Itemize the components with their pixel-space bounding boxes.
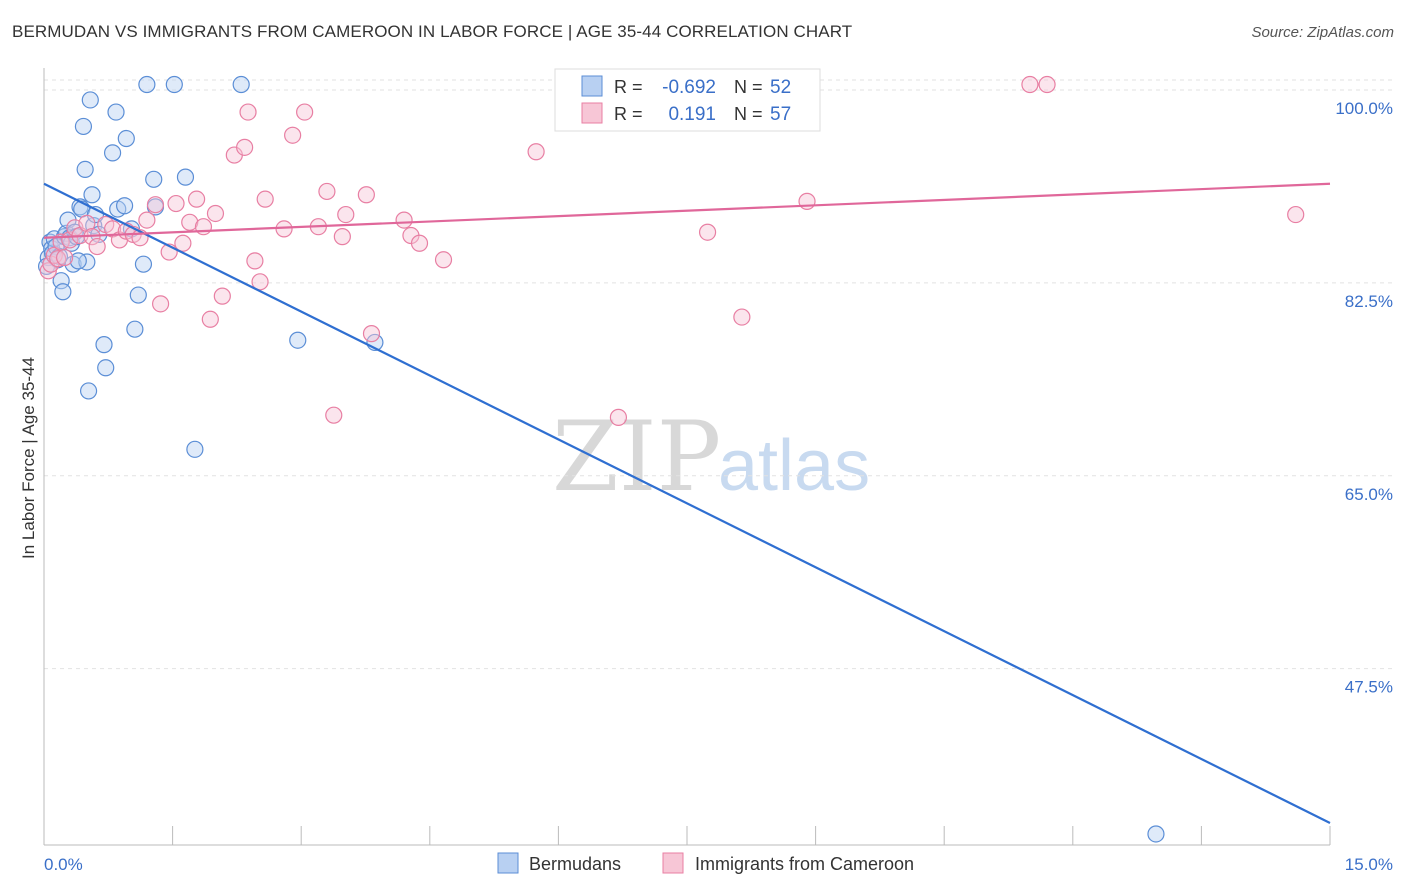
- bermudans-point: [78, 253, 96, 271]
- legend-swatch-cameroon: [581, 102, 603, 124]
- legend-r-label-2: R =: [614, 104, 643, 124]
- cameroon-point: [318, 182, 336, 201]
- bermudans-point: [126, 320, 144, 338]
- cameroon-point: [146, 196, 165, 214]
- cameroon-point: [325, 406, 343, 424]
- y-axis-label: In Labor Force | Age 35-44: [19, 357, 38, 559]
- bermudans-point: [289, 331, 307, 349]
- legend-n-label-2: N =: [734, 104, 763, 124]
- x-tick-label-max: 15.0%: [1345, 855, 1393, 874]
- chart-title: BERMUDAN VS IMMIGRANTS FROM CAMEROON IN …: [12, 22, 853, 41]
- bermudans-trend-line: [43, 182, 1331, 824]
- cameroon-trend-line: [43, 182, 1331, 239]
- bermudans-point: [76, 160, 94, 178]
- cameroon-point: [434, 251, 453, 269]
- cameroon-point: [213, 287, 231, 305]
- x-tick-label-min: 0.0%: [44, 855, 83, 874]
- bermudans-point: [95, 336, 113, 354]
- cameroon-point: [1287, 205, 1305, 224]
- cameroon-point: [188, 190, 206, 208]
- y-tick-label: 100.0%: [1335, 99, 1393, 118]
- cameroon-point: [698, 223, 717, 241]
- watermark-zip: ZIP: [552, 401, 721, 513]
- cameroon-point: [42, 255, 60, 273]
- bermudans-point: [79, 382, 98, 400]
- bermudans-point: [83, 186, 101, 204]
- cameroon-point: [1038, 75, 1056, 94]
- gridlines: [44, 79, 1393, 670]
- bermudans-point: [129, 286, 147, 304]
- bermudans-point: [138, 75, 156, 94]
- bottom-legend: Bermudans Immigrants from Cameroon: [497, 852, 914, 874]
- cameroon-point: [337, 205, 355, 224]
- cameroon-point: [609, 408, 628, 426]
- cameroon-point: [239, 103, 257, 121]
- stats-legend: R = -0.692 N = 52 R = 0.191 N = 57: [554, 68, 821, 132]
- bermudans-point: [52, 272, 70, 290]
- cameroon-point: [174, 234, 192, 252]
- bermudans-point: [107, 103, 125, 121]
- legend-r-value-1: -0.692: [662, 77, 716, 98]
- bermudans-point: [54, 283, 72, 301]
- legend-r-label-1: R =: [614, 77, 643, 97]
- bermudans-point: [145, 170, 163, 188]
- bermudans-point: [117, 129, 135, 148]
- bermudans-point: [165, 75, 183, 94]
- cameroon-point: [49, 250, 67, 268]
- source-credit: Source: ZipAtlas.com: [1251, 24, 1394, 41]
- legend-n-value-2: 57: [770, 104, 791, 125]
- bermudans-point: [69, 252, 87, 270]
- cameroon-point: [55, 248, 74, 267]
- bermudans-point: [134, 255, 153, 273]
- legend-r-value-2: 0.191: [668, 104, 716, 125]
- cameroon-point: [333, 228, 351, 246]
- cameroon-point: [181, 213, 199, 231]
- bermudans-point: [186, 440, 204, 458]
- cameroon-point: [296, 103, 314, 121]
- cameroon-point: [236, 138, 254, 156]
- cameroon-point: [284, 126, 302, 144]
- cameroon-point: [167, 194, 185, 213]
- cameroon-point: [251, 273, 269, 291]
- bottom-legend-swatch-bermudans: [497, 852, 519, 874]
- cameroon-point: [151, 295, 170, 313]
- legend-n-label-1: N =: [734, 77, 763, 97]
- bermudans-point: [74, 117, 93, 136]
- cameroon-point: [733, 308, 751, 326]
- legend-n-value-1: 52: [770, 77, 791, 98]
- x-ticks: [43, 826, 1331, 845]
- bermudans-point: [1147, 825, 1165, 843]
- y-tick-label: 47.5%: [1345, 678, 1393, 697]
- cameroon-point: [395, 211, 413, 229]
- bottom-legend-swatch-cameroon: [662, 852, 684, 874]
- cameroon-point: [527, 143, 545, 161]
- y-tick-label: 82.5%: [1345, 292, 1393, 311]
- bermudans-point: [115, 197, 134, 215]
- cameroon-point: [1021, 75, 1039, 94]
- cameroon-point: [201, 310, 219, 328]
- cameroon-point: [357, 186, 375, 204]
- cameroon-point: [362, 325, 381, 343]
- cameroon-point: [78, 214, 96, 232]
- cameroon-point: [410, 234, 429, 252]
- legend-swatch-bermudans: [581, 75, 603, 97]
- cameroon-point: [256, 190, 274, 208]
- bermudans-point: [81, 91, 99, 109]
- cameroon-point: [88, 237, 106, 256]
- cameroon-point: [138, 211, 156, 229]
- bermudans-point: [64, 255, 82, 273]
- bottom-legend-cameroon: Immigrants from Cameroon: [695, 854, 914, 874]
- bermudans-point: [103, 144, 122, 162]
- y-tick-labels: 47.5% 65.0% 82.5% 100.0%: [1335, 99, 1393, 697]
- bottom-legend-bermudans: Bermudans: [529, 854, 621, 874]
- y-tick-label: 65.0%: [1345, 485, 1393, 504]
- watermark-atlas: atlas: [718, 426, 870, 506]
- bermudans-point: [97, 359, 115, 377]
- bermudans-point: [176, 168, 195, 186]
- cameroon-point: [206, 204, 225, 223]
- bermudans-point: [232, 75, 250, 94]
- cameroon-point: [246, 252, 264, 270]
